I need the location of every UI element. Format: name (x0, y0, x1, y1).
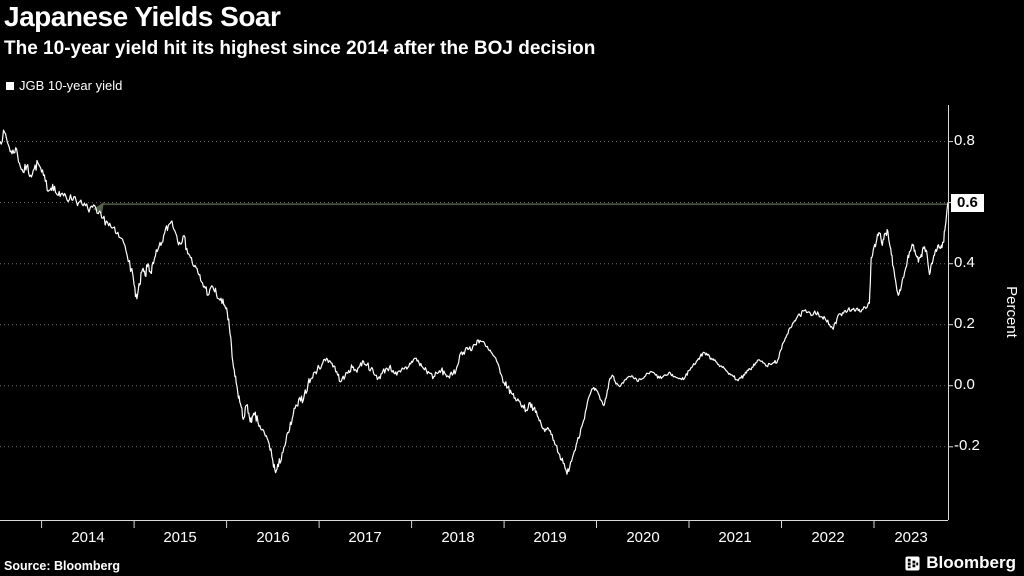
y-tick-label: 0.8 (954, 132, 975, 149)
x-tick-label-2014: 2014 (71, 529, 105, 546)
y-tick-label: 0.4 (954, 254, 975, 271)
legend-series-marker-icon (6, 81, 14, 90)
bloomberg-logo-icon (905, 555, 920, 571)
x-tick-label-2019: 2019 (533, 529, 567, 546)
x-tick-label-2023: 2023 (894, 529, 928, 546)
source-credit: Source: Bloomberg (4, 559, 120, 573)
y-tick-label: -0.2 (954, 437, 980, 454)
bloomberg-logo-text: Bloomberg (926, 553, 1016, 572)
x-tick-label-2016: 2016 (256, 529, 290, 546)
bloomberg-logo: Bloomberg (905, 553, 1016, 573)
x-tick-label-2022: 2022 (811, 529, 845, 546)
x-tick-label-2015: 2015 (163, 529, 197, 546)
legend-series-label: JGB 10-year yield (19, 78, 123, 93)
chart-subtitle: The 10-year yield hit its highest since … (4, 38, 596, 59)
x-tick-label-2018: 2018 (441, 529, 475, 546)
y-axis-title: Percent (1003, 286, 1020, 338)
reference-line-arrow-icon (93, 202, 104, 214)
x-tick-label-2017: 2017 (348, 529, 382, 546)
x-tick-label-2021: 2021 (718, 529, 752, 546)
y-tick-label: 0.0 (954, 376, 975, 393)
y-tick-label: 0.2 (954, 315, 975, 332)
legend: JGB 10-year yield (6, 78, 122, 93)
series-path-jgb-10-year-yield (0, 129, 949, 475)
page-title: Japanese Yields Soar (4, 1, 281, 32)
y-tick-label-highlighted-current: 0.6 (951, 194, 984, 212)
x-tick-label-2020: 2020 (626, 529, 660, 546)
